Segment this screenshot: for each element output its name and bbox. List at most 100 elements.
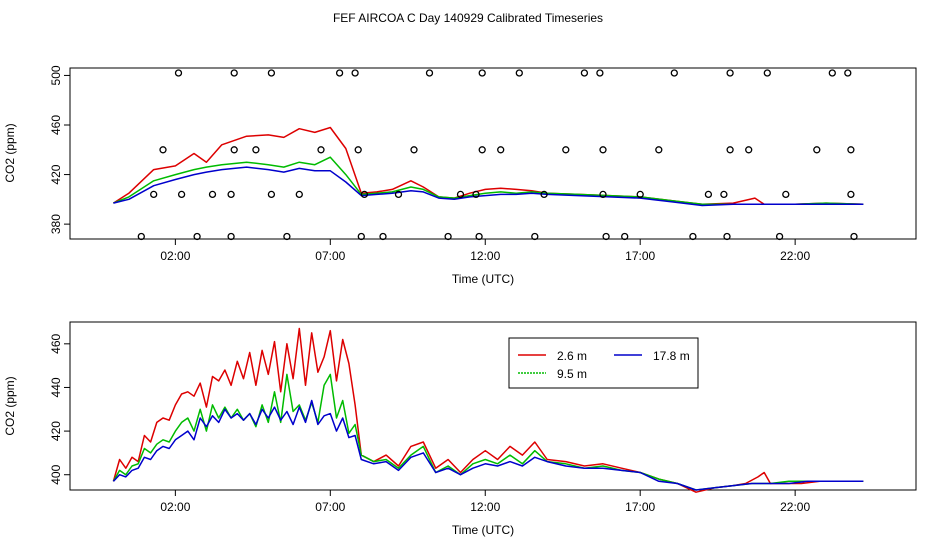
top-y-axis-label: CO2 (ppm) bbox=[3, 123, 17, 182]
marker-point bbox=[357, 232, 365, 241]
marker-point bbox=[847, 146, 855, 154]
bottom-series-lines bbox=[112, 327, 864, 493]
marker-point bbox=[174, 69, 183, 77]
legend-label-9-5m: 9.5 m bbox=[557, 367, 587, 381]
top-y-axis: 380 420 460 500 bbox=[49, 65, 70, 234]
marker-point bbox=[670, 69, 678, 77]
y-tick-label: 420 bbox=[49, 164, 63, 184]
legend-label-17-8m: 17.8 m bbox=[653, 349, 690, 363]
marker-point bbox=[723, 232, 731, 241]
marker-point bbox=[227, 232, 235, 241]
marker-point bbox=[562, 146, 570, 154]
marker-point bbox=[599, 146, 607, 154]
top-panel: 02:00 07:00 12:00 17:00 22:00 380 420 460 500 T… bbox=[3, 65, 917, 286]
marker-point bbox=[472, 190, 480, 199]
marker-point bbox=[531, 232, 539, 241]
marker-point bbox=[847, 190, 855, 199]
marker-point bbox=[621, 232, 629, 241]
marker-point bbox=[850, 232, 858, 241]
marker-point bbox=[252, 146, 260, 154]
y-tick-label: 460 bbox=[49, 333, 63, 353]
marker-point bbox=[360, 190, 369, 199]
marker-point bbox=[208, 190, 217, 199]
marker-point bbox=[599, 190, 607, 199]
marker-point bbox=[410, 146, 418, 154]
marker-point bbox=[283, 232, 291, 241]
marker-point bbox=[478, 146, 486, 154]
x-tick-label: 17:00 bbox=[625, 249, 655, 263]
x-tick-label: 22:00 bbox=[780, 500, 810, 514]
bottom-y-axis-label: CO2 (ppm) bbox=[3, 376, 17, 435]
legend-label-2-6m: 2.6 m bbox=[557, 349, 587, 363]
legend: 2.6 m 9.5 m 17.8 m bbox=[508, 337, 699, 389]
marker-point bbox=[720, 190, 728, 199]
marker-point bbox=[602, 232, 610, 241]
marker-point bbox=[775, 232, 784, 241]
marker-point bbox=[351, 69, 359, 77]
marker-point bbox=[354, 146, 362, 154]
top-plot-frame bbox=[69, 67, 917, 240]
marker-point bbox=[444, 232, 452, 241]
marker-point bbox=[295, 190, 303, 199]
bottom-x-axis: 02:00 07:00 12:00 17:00 22:00 bbox=[160, 490, 810, 514]
y-tick-label: 420 bbox=[49, 421, 63, 441]
marker-point bbox=[456, 190, 465, 199]
top-x-axis: 02:00 07:00 12:00 17:00 22:00 bbox=[160, 239, 810, 263]
x-tick-label: 12:00 bbox=[470, 500, 500, 514]
marker-point bbox=[782, 190, 790, 199]
x-tick-label: 02:00 bbox=[160, 500, 190, 514]
marker-point bbox=[689, 232, 697, 241]
marker-point bbox=[828, 69, 836, 77]
marker-point bbox=[726, 69, 734, 77]
top-series-lines bbox=[112, 126, 864, 207]
series-line-1 bbox=[112, 373, 864, 491]
marker-point bbox=[704, 190, 713, 199]
bottom-plot-frame bbox=[69, 321, 917, 491]
chart-title: FEF AIRCOA C Day 140929 Calibrated Times… bbox=[333, 11, 603, 25]
marker-point bbox=[159, 146, 167, 154]
legend-box bbox=[508, 337, 699, 389]
x-tick-label: 12:00 bbox=[470, 249, 500, 263]
marker-point bbox=[394, 190, 403, 199]
marker-point bbox=[137, 232, 145, 241]
marker-point bbox=[267, 190, 276, 199]
marker-point bbox=[230, 146, 238, 154]
marker-point bbox=[844, 69, 852, 77]
marker-point bbox=[540, 190, 548, 199]
bottom-y-axis: 400 420 440 460 bbox=[49, 333, 70, 485]
top-markers bbox=[137, 69, 858, 241]
marker-point bbox=[379, 232, 387, 241]
marker-point bbox=[177, 190, 186, 199]
marker-point bbox=[227, 190, 235, 199]
top-x-axis-label: Time (UTC) bbox=[452, 272, 514, 286]
x-tick-label: 17:00 bbox=[625, 500, 655, 514]
x-tick-label: 07:00 bbox=[315, 249, 345, 263]
marker-point bbox=[475, 232, 483, 241]
y-tick-label: 460 bbox=[49, 115, 63, 135]
bottom-x-axis-label: Time (UTC) bbox=[452, 523, 514, 537]
x-tick-label: 07:00 bbox=[315, 500, 345, 514]
marker-point bbox=[267, 69, 276, 77]
marker-point bbox=[335, 69, 344, 77]
marker-point bbox=[726, 146, 734, 154]
series-line-2 bbox=[113, 166, 864, 207]
marker-point bbox=[150, 190, 158, 199]
marker-point bbox=[230, 69, 238, 77]
marker-point bbox=[193, 232, 201, 241]
series-line-1 bbox=[113, 156, 864, 206]
marker-point bbox=[497, 146, 505, 154]
marker-point bbox=[580, 69, 589, 77]
marker-point bbox=[478, 69, 486, 77]
marker-point bbox=[636, 190, 644, 199]
y-tick-label: 500 bbox=[49, 65, 63, 85]
bottom-panel: 02:00 07:00 12:00 17:00 22:00 400 420 440 460 T… bbox=[3, 321, 917, 537]
series-line-2 bbox=[112, 399, 864, 491]
marker-point bbox=[813, 146, 821, 154]
marker-point bbox=[317, 146, 325, 154]
marker-point bbox=[763, 69, 771, 77]
y-tick-label: 380 bbox=[49, 214, 63, 234]
y-tick-label: 400 bbox=[49, 464, 63, 484]
marker-point bbox=[596, 69, 604, 77]
y-tick-label: 440 bbox=[49, 377, 63, 397]
